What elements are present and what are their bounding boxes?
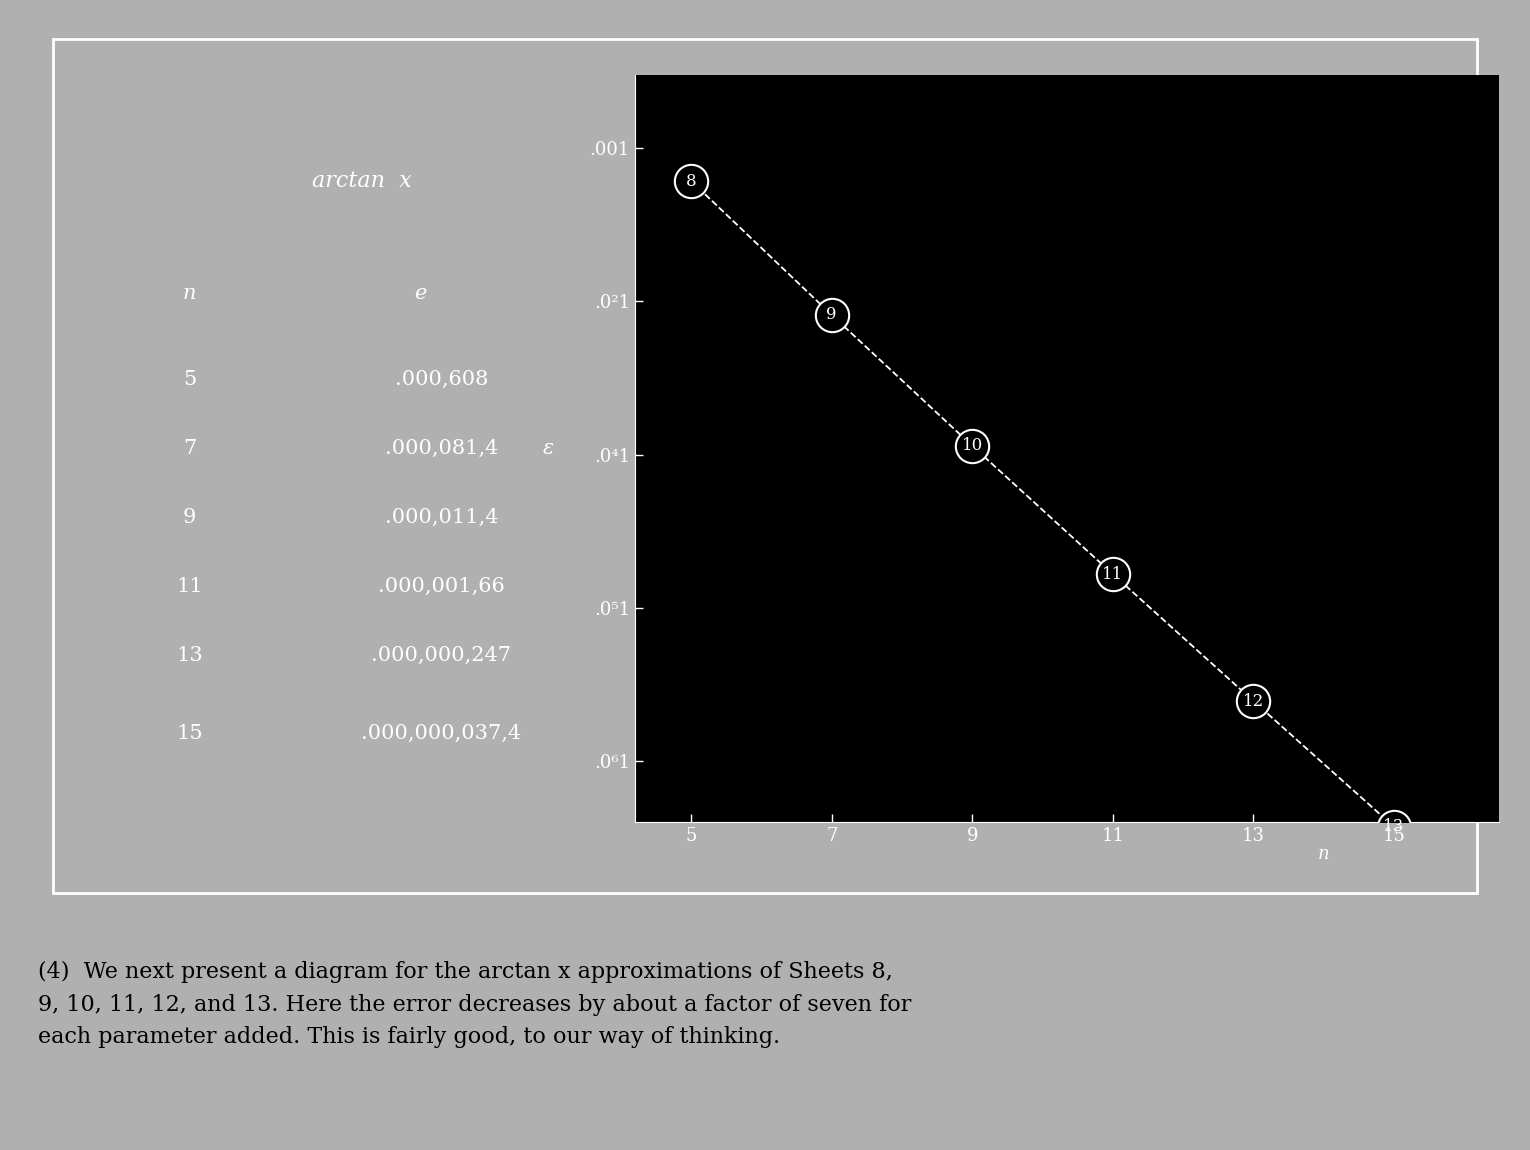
Text: 15: 15 <box>176 723 203 743</box>
Text: 9: 9 <box>184 508 196 527</box>
Text: n: n <box>184 284 196 302</box>
Text: e: e <box>413 284 425 302</box>
Text: 5: 5 <box>184 370 196 389</box>
Text: .000,011,4: .000,011,4 <box>384 508 499 527</box>
Text: 10: 10 <box>962 437 982 454</box>
Text: .000,001,66: .000,001,66 <box>378 577 505 596</box>
Text: 13: 13 <box>1383 819 1405 835</box>
Text: 9: 9 <box>826 306 837 323</box>
Text: .000,000,037,4: .000,000,037,4 <box>361 723 522 743</box>
Text: 8: 8 <box>685 172 696 190</box>
Text: .000,608: .000,608 <box>395 370 488 389</box>
Text: 11: 11 <box>1102 566 1123 583</box>
Text: ε: ε <box>543 439 554 458</box>
Text: 11: 11 <box>176 577 203 596</box>
Text: (4)  We next present a diagram for the arctan x approximations of Sheets 8,
9, 1: (4) We next present a diagram for the ar… <box>38 961 912 1048</box>
Text: .000,081,4: .000,081,4 <box>384 439 499 458</box>
Text: n: n <box>1317 844 1330 862</box>
Text: 12: 12 <box>1242 692 1264 710</box>
Text: 7: 7 <box>184 439 196 458</box>
Text: 13: 13 <box>176 646 203 665</box>
Text: arctan  x: arctan x <box>312 170 412 192</box>
Text: .000,000,247: .000,000,247 <box>372 646 511 665</box>
